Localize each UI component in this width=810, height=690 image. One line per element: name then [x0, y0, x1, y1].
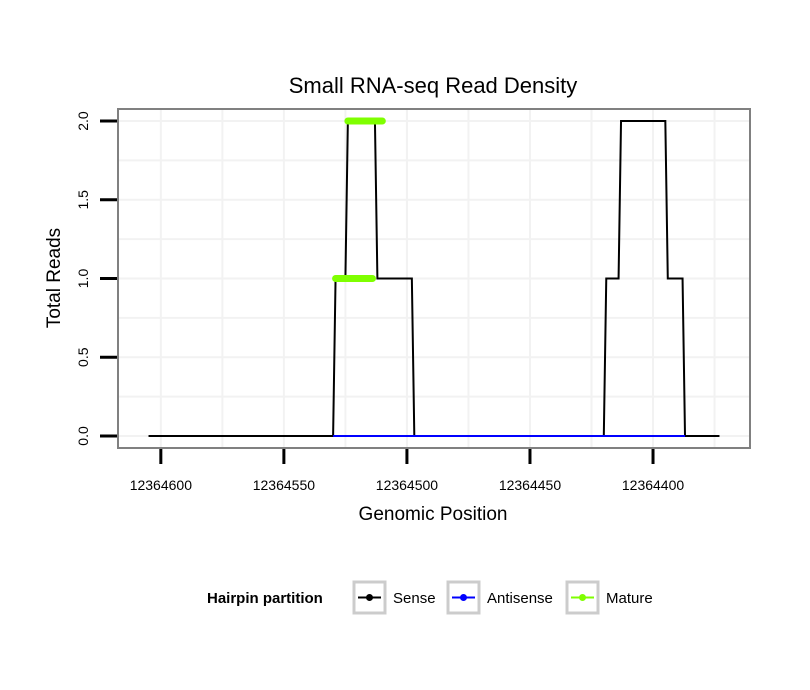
axis-layer: 12364600 12364550 12364500 12364450 12364400…: [75, 111, 684, 493]
legend-label-sense: Sense: [393, 590, 436, 607]
x-tick-label: 12364550: [253, 477, 316, 493]
legend: Hairpin partition Sense Antisense Mature: [207, 580, 653, 615]
legend-key-dot-mature: [579, 594, 586, 601]
plot-panel-border: [117, 108, 751, 449]
x-tick-label: 12364450: [499, 477, 562, 493]
legend-keys: Sense Antisense Mature: [352, 580, 653, 615]
legend-key-dot-sense: [366, 594, 373, 601]
grid-layer: [119, 110, 749, 447]
y-tick-label: 0.0: [75, 426, 91, 446]
y-tick-label: 1.0: [75, 269, 91, 289]
y-tick-label: 0.5: [75, 347, 91, 367]
legend-label-antisense: Antisense: [487, 590, 553, 607]
series-layer: [148, 117, 720, 437]
x-axis-label: Genomic Position: [359, 504, 508, 525]
y-tick-label: 2.0: [75, 111, 91, 131]
y-tick-label: 1.5: [75, 190, 91, 210]
x-tick-label: 12364500: [376, 477, 439, 493]
y-axis-label: Total Reads: [44, 228, 65, 328]
legend-key-dot-antisense: [460, 594, 467, 601]
x-tick-label: 12364400: [622, 477, 685, 493]
legend-label-mature: Mature: [606, 590, 653, 607]
chart-title: Small RNA-seq Read Density: [289, 73, 578, 98]
x-tick-label: 12364600: [130, 477, 193, 493]
legend-title: Hairpin partition: [207, 590, 323, 607]
